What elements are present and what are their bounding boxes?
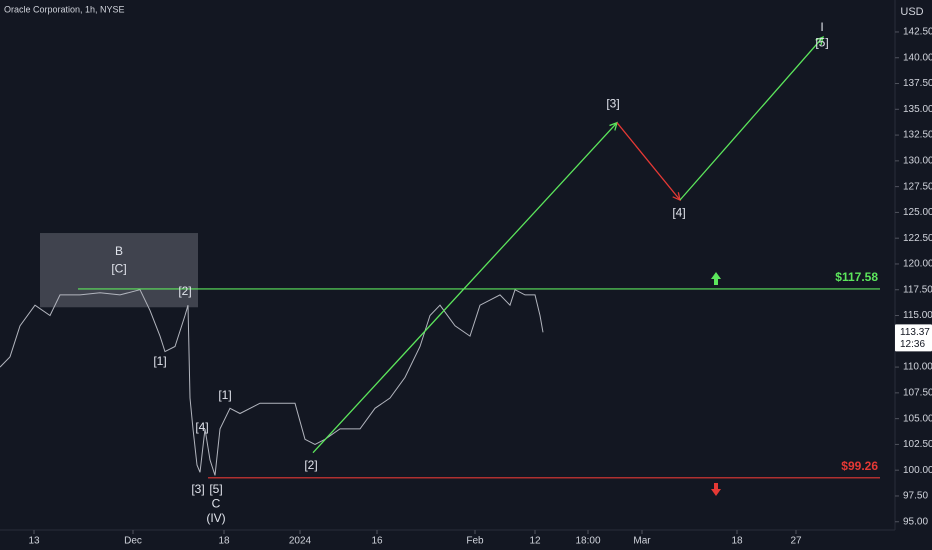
y-tick-label: 140.00: [903, 52, 932, 63]
up-arrow: [711, 272, 721, 285]
y-tick-label: 130.00: [903, 155, 932, 166]
x-tick-label: 18: [731, 536, 743, 547]
y-tick-label: 107.50: [903, 388, 932, 399]
wave-label: (IV): [206, 511, 225, 525]
wave-label: [4]: [672, 206, 685, 220]
wave-label: [4]: [195, 420, 208, 434]
x-tick-label: 2024: [289, 536, 312, 547]
y-tick-label: 117.50: [903, 284, 932, 295]
y-tick-label: 135.00: [903, 104, 932, 115]
wave-label: I: [820, 20, 823, 34]
last-price: 113.37: [900, 327, 930, 338]
level-label: $99.26: [841, 459, 878, 473]
y-tick-label: 110.00: [903, 362, 932, 373]
y-tick-label: 132.50: [903, 130, 932, 141]
wave-label: [1]: [153, 354, 166, 368]
wave-label: [5]: [209, 482, 222, 496]
currency: USD: [900, 6, 923, 18]
x-tick-label: 12: [529, 536, 541, 547]
countdown: 12:36: [900, 339, 925, 350]
wave-label: [1]: [218, 388, 231, 402]
y-tick-label: 137.50: [903, 78, 932, 89]
x-tick-label: 27: [790, 536, 802, 547]
wave-label: [5]: [815, 35, 828, 49]
wave-line: [312, 122, 618, 454]
wave-arrowhead: [815, 36, 824, 46]
down-arrow: [711, 483, 721, 496]
y-tick-label: 97.50: [903, 491, 928, 502]
y-tick-label: 127.50: [903, 181, 932, 192]
wave-line: [616, 122, 681, 201]
y-tick-label: 122.50: [903, 233, 932, 244]
wave-label: [2]: [304, 458, 317, 472]
wave-label: [3]: [191, 482, 204, 496]
wave-label: [3]: [606, 96, 619, 110]
y-tick-label: 100.00: [903, 465, 932, 476]
y-tick-label: 105.00: [903, 413, 932, 424]
wave-arrowhead: [672, 192, 681, 202]
x-tick-label: 13: [28, 536, 40, 547]
y-tick-label: 142.50: [903, 27, 932, 38]
y-tick-label: 120.00: [903, 259, 932, 270]
wave-line: [679, 36, 824, 201]
wave-label: [C]: [111, 261, 126, 275]
wave-label: B: [115, 244, 123, 258]
price-line: [0, 288, 544, 476]
y-tick-label: 95.00: [903, 516, 928, 527]
price-tag: [895, 324, 932, 352]
x-tick-label: Mar: [633, 536, 651, 547]
y-tick-label: 115.00: [903, 310, 932, 321]
wave-label: C: [212, 496, 221, 510]
plot-area: $117.58$99.26B[C][2][1][1][4][3] [5]C(IV)…: [0, 20, 880, 525]
x-tick-label: 18:00: [575, 536, 600, 547]
y-tick-label: 102.50: [903, 439, 932, 450]
x-tick-label: 18: [218, 536, 230, 547]
level-label: $117.58: [835, 270, 878, 284]
x-tick-label: Feb: [466, 536, 484, 547]
y-tick-label: 125.00: [903, 207, 932, 218]
x-tick-label: 16: [371, 536, 383, 547]
chart-title: Oracle Corporation, 1h, NYSE: [4, 4, 125, 14]
wave-label: [2]: [178, 284, 191, 298]
x-tick-label: Dec: [124, 536, 142, 547]
